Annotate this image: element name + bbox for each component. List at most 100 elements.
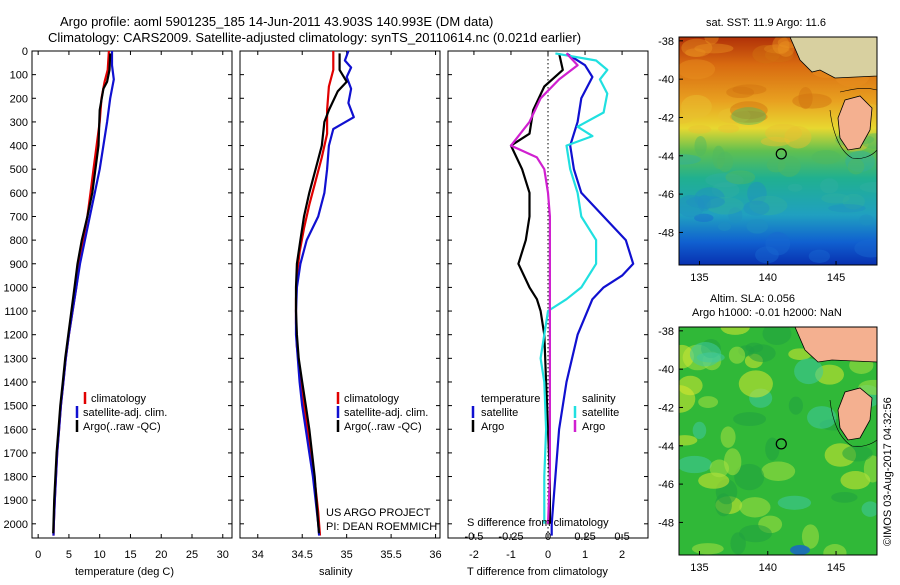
- sst-patch: [749, 195, 788, 216]
- pi-annotation: PI: DEAN ROEMMICH: [326, 521, 437, 533]
- sla-patch: [733, 412, 767, 427]
- s-tick-label: 0.5: [614, 531, 629, 543]
- map-x-tick-label: 145: [827, 272, 845, 284]
- depth-tick-label: 1800: [4, 472, 28, 484]
- sla-patch: [842, 445, 873, 462]
- x-tick-label: 34: [252, 549, 264, 561]
- map-y-tick-label: -46: [658, 189, 674, 201]
- title-line-1: Argo profile: aoml 5901235_185 14-Jun-20…: [60, 14, 493, 29]
- sst-patch: [765, 231, 791, 256]
- sst-patch: [686, 195, 726, 209]
- x-tick-label: 5: [66, 549, 72, 561]
- series-line-salinity-argo: [509, 52, 579, 524]
- sst-patch: [766, 157, 786, 173]
- sst-patch: [688, 125, 712, 134]
- sla-patch: [788, 396, 803, 415]
- depth-tick-label: 1700: [4, 448, 28, 460]
- sla-patch: [762, 327, 792, 345]
- legend-label-satellite: satellite-adj. clim.: [83, 407, 167, 419]
- series-line-satellite-adj-clim-: [294, 50, 355, 536]
- sst-patch: [717, 124, 740, 133]
- legend-label-argo: Argo(..raw -QC): [83, 421, 161, 433]
- sla-patch: [863, 455, 877, 483]
- sst-patch: [679, 194, 705, 218]
- title-line-2: Climatology: CARS2009. Satellite-adjuste…: [48, 30, 581, 45]
- sla-title-line-1: Altim. SLA: 0.056: [710, 293, 795, 305]
- series-line-argo-raw-qc-: [52, 53, 112, 534]
- sst-x-axis: 135 140 145: [690, 261, 845, 284]
- sla-y-axis: -38 -40 -42 -44 -46 -48: [658, 326, 683, 529]
- sst-patch: [694, 187, 725, 210]
- sst-patch: [845, 150, 876, 172]
- x-tick-label: 36: [429, 549, 441, 561]
- sst-land-tasmania: [837, 95, 873, 151]
- sst-patch: [847, 158, 865, 175]
- sst-patch: [712, 145, 725, 169]
- sla-patch: [679, 344, 694, 369]
- sst-patch: [859, 214, 874, 226]
- depth-tick-label: 100: [10, 70, 28, 82]
- sst-argo-position: [775, 148, 787, 160]
- sla-title-line-2: Argo h1000: -0.01 h2000: NaN: [692, 307, 842, 319]
- map-y-tick-label: -42: [658, 402, 674, 414]
- salinity-x-axis: 34 34.5 35 35.5 36: [252, 51, 442, 561]
- sla-patch: [698, 396, 719, 408]
- sst-patch: [705, 173, 744, 188]
- depth-tick-label: 0: [22, 46, 28, 58]
- sst-patch: [747, 181, 767, 206]
- x-tick-label: 2: [619, 549, 625, 561]
- series-line-climatology: [294, 51, 335, 536]
- sst-patch: [694, 43, 734, 54]
- depth-tick-label: 300: [10, 117, 28, 129]
- depth-tick-label: 700: [10, 211, 28, 223]
- series-line-temperature-satellite: [550, 52, 635, 536]
- salinity-xlabel: salinity: [319, 566, 353, 578]
- sst-patch: [798, 87, 813, 110]
- sst-patch: [842, 193, 865, 210]
- depth-tick-label: 1400: [4, 377, 28, 389]
- x-tick-label: 35.5: [380, 549, 401, 561]
- series-line-argo-raw-qc-: [294, 53, 348, 534]
- sst-patch: [777, 155, 801, 177]
- temperature-panel: [31, 50, 233, 539]
- x-tick-label: -2: [469, 549, 479, 561]
- sla-map-frame: [678, 326, 878, 556]
- sst-patch: [697, 194, 711, 212]
- x-tick-label: 35: [341, 549, 353, 561]
- legend-label-satellite: satellite-adj. clim.: [344, 407, 428, 419]
- sla-patch: [720, 426, 736, 448]
- sla-patch: [738, 370, 773, 398]
- sst-patch: [717, 221, 732, 232]
- legend-label-climatology: climatology: [344, 393, 400, 405]
- sst-land-mainland: [789, 37, 877, 79]
- sst-patch: [706, 196, 744, 215]
- map-y-tick-label: -38: [658, 326, 674, 338]
- sla-patch: [739, 497, 771, 518]
- salinity-series: [294, 50, 355, 536]
- sst-patch: [828, 204, 866, 213]
- legend-header-salinity: salinity: [582, 393, 616, 405]
- sla-patch: [790, 545, 810, 555]
- x-tick-label: 1: [582, 549, 588, 561]
- sst-patch: [732, 84, 767, 95]
- salinity-legend: climatology satellite-adj. clim. Argo(..…: [336, 392, 428, 433]
- sst-patch: [679, 114, 693, 124]
- x-tick-label: 30: [217, 549, 229, 561]
- sst-map-title: sat. SST: 11.9 Argo: 11.6: [706, 17, 826, 29]
- depth-tick-label: 1000: [4, 282, 28, 294]
- series-line-satellite-adj-clim-: [52, 51, 115, 536]
- depth-tick-label: 1200: [4, 330, 28, 342]
- x-tick-label: 0: [35, 549, 41, 561]
- legend-label-temp-satellite: satellite: [481, 407, 518, 419]
- sst-patch: [729, 110, 768, 123]
- sst-patch: [743, 200, 770, 216]
- sst-shelf-contour: [839, 88, 877, 93]
- map-x-tick-label: 140: [759, 562, 777, 574]
- depth-tick-label: 1600: [4, 424, 28, 436]
- sst-patch: [731, 107, 767, 125]
- x-tick-label: 34.5: [292, 549, 313, 561]
- sst-patch: [725, 170, 756, 185]
- sla-map: [679, 327, 877, 555]
- legend-label-argo: Argo(..raw -QC): [344, 421, 422, 433]
